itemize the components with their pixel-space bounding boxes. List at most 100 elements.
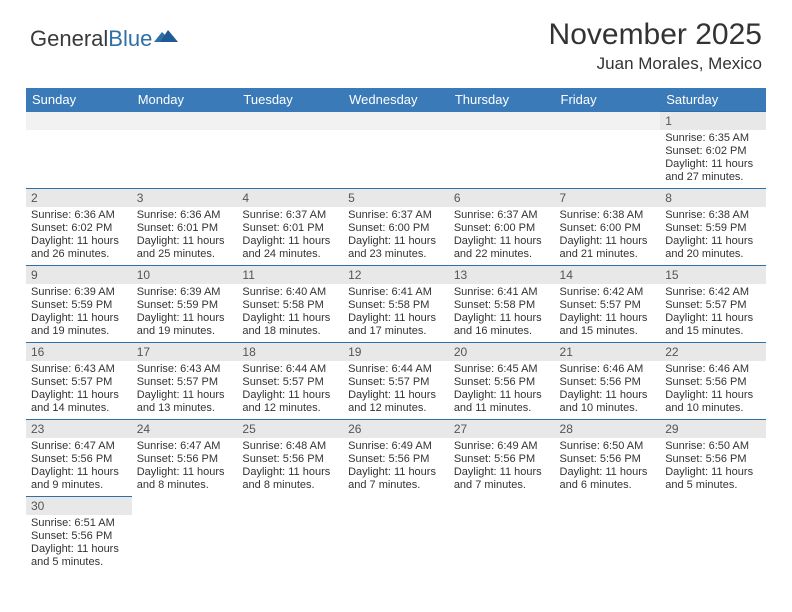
daylight-line: Daylight: 11 hours and 27 minutes.: [665, 158, 753, 183]
calendar-day-cell: 8Sunrise: 6:38 AMSunset: 5:59 PMDaylight…: [660, 189, 766, 266]
calendar-day-cell: 21Sunrise: 6:46 AMSunset: 5:56 PMDayligh…: [555, 343, 661, 420]
sunrise-line: Sunrise: 6:37 AM: [242, 209, 326, 221]
sunset-line: Sunset: 5:56 PM: [454, 376, 535, 388]
calendar-head: SundayMondayTuesdayWednesdayThursdayFrid…: [26, 88, 766, 112]
day-body: Sunrise: 6:40 AMSunset: 5:58 PMDaylight:…: [237, 284, 343, 342]
sunrise-line: Sunrise: 6:51 AM: [31, 517, 115, 529]
day-body: Sunrise: 6:47 AMSunset: 5:56 PMDaylight:…: [132, 438, 238, 496]
empty-day-strip: [343, 112, 449, 130]
sunrise-line: Sunrise: 6:48 AM: [242, 440, 326, 452]
sunrise-line: Sunrise: 6:44 AM: [348, 363, 432, 375]
day-body: Sunrise: 6:48 AMSunset: 5:56 PMDaylight:…: [237, 438, 343, 496]
location-subtitle: Juan Morales, Mexico: [549, 54, 762, 74]
sunrise-line: Sunrise: 6:39 AM: [31, 286, 115, 298]
sunrise-line: Sunrise: 6:41 AM: [454, 286, 538, 298]
sunset-line: Sunset: 5:57 PM: [665, 299, 746, 311]
sunset-line: Sunset: 5:56 PM: [31, 453, 112, 465]
sunset-line: Sunset: 5:56 PM: [31, 530, 112, 542]
calendar-day-cell: 12Sunrise: 6:41 AMSunset: 5:58 PMDayligh…: [343, 266, 449, 343]
day-body: Sunrise: 6:38 AMSunset: 5:59 PMDaylight:…: [660, 207, 766, 265]
sunrise-line: Sunrise: 6:42 AM: [665, 286, 749, 298]
calendar-day-cell: 25Sunrise: 6:48 AMSunset: 5:56 PMDayligh…: [237, 420, 343, 497]
calendar-week-row: 2Sunrise: 6:36 AMSunset: 6:02 PMDaylight…: [26, 189, 766, 266]
calendar-day-cell: 6Sunrise: 6:37 AMSunset: 6:00 PMDaylight…: [449, 189, 555, 266]
day-number: 21: [555, 343, 661, 361]
day-header-row: SundayMondayTuesdayWednesdayThursdayFrid…: [26, 88, 766, 112]
daylight-line: Daylight: 11 hours and 24 minutes.: [242, 235, 330, 260]
logo: GeneralBlue: [30, 26, 178, 52]
sunrise-line: Sunrise: 6:47 AM: [31, 440, 115, 452]
sunrise-line: Sunrise: 6:43 AM: [31, 363, 115, 375]
day-number: 14: [555, 266, 661, 284]
calendar-body: 1Sunrise: 6:35 AMSunset: 6:02 PMDaylight…: [26, 112, 766, 574]
day-header: Monday: [132, 88, 238, 112]
empty-day-strip: [237, 112, 343, 130]
sunset-line: Sunset: 5:57 PM: [137, 376, 218, 388]
sunset-line: Sunset: 6:00 PM: [348, 222, 429, 234]
calendar-empty-cell: [26, 112, 132, 189]
day-body: Sunrise: 6:49 AMSunset: 5:56 PMDaylight:…: [343, 438, 449, 496]
day-body: Sunrise: 6:51 AMSunset: 5:56 PMDaylight:…: [26, 515, 132, 573]
page-header: GeneralBlue November 2025 Juan Morales, …: [0, 0, 792, 80]
day-number: 28: [555, 420, 661, 438]
calendar-day-cell: 29Sunrise: 6:50 AMSunset: 5:56 PMDayligh…: [660, 420, 766, 497]
sunset-line: Sunset: 5:57 PM: [560, 299, 641, 311]
day-body: Sunrise: 6:46 AMSunset: 5:56 PMDaylight:…: [555, 361, 661, 419]
day-number: 9: [26, 266, 132, 284]
daylight-line: Daylight: 11 hours and 15 minutes.: [560, 312, 648, 337]
day-number: 4: [237, 189, 343, 207]
calendar-day-cell: 14Sunrise: 6:42 AMSunset: 5:57 PMDayligh…: [555, 266, 661, 343]
empty-day-strip: [555, 112, 661, 130]
day-body: Sunrise: 6:49 AMSunset: 5:56 PMDaylight:…: [449, 438, 555, 496]
sunset-line: Sunset: 6:02 PM: [31, 222, 112, 234]
calendar-day-cell: 17Sunrise: 6:43 AMSunset: 5:57 PMDayligh…: [132, 343, 238, 420]
calendar-table: SundayMondayTuesdayWednesdayThursdayFrid…: [26, 88, 766, 573]
calendar-empty-cell: [660, 497, 766, 574]
month-title: November 2025: [549, 18, 762, 52]
daylight-line: Daylight: 11 hours and 20 minutes.: [665, 235, 753, 260]
day-body: Sunrise: 6:37 AMSunset: 6:00 PMDaylight:…: [343, 207, 449, 265]
day-number: 17: [132, 343, 238, 361]
sunset-line: Sunset: 5:59 PM: [665, 222, 746, 234]
calendar-day-cell: 13Sunrise: 6:41 AMSunset: 5:58 PMDayligh…: [449, 266, 555, 343]
day-number: 16: [26, 343, 132, 361]
day-body: Sunrise: 6:37 AMSunset: 6:01 PMDaylight:…: [237, 207, 343, 265]
day-header: Wednesday: [343, 88, 449, 112]
calendar-day-cell: 3Sunrise: 6:36 AMSunset: 6:01 PMDaylight…: [132, 189, 238, 266]
calendar-week-row: 1Sunrise: 6:35 AMSunset: 6:02 PMDaylight…: [26, 112, 766, 189]
day-body: Sunrise: 6:43 AMSunset: 5:57 PMDaylight:…: [26, 361, 132, 419]
sunset-line: Sunset: 5:57 PM: [31, 376, 112, 388]
daylight-line: Daylight: 11 hours and 16 minutes.: [454, 312, 542, 337]
calendar-empty-cell: [237, 497, 343, 574]
sunset-line: Sunset: 5:58 PM: [242, 299, 323, 311]
day-body: Sunrise: 6:47 AMSunset: 5:56 PMDaylight:…: [26, 438, 132, 496]
day-number: 27: [449, 420, 555, 438]
sunset-line: Sunset: 6:01 PM: [137, 222, 218, 234]
calendar-day-cell: 4Sunrise: 6:37 AMSunset: 6:01 PMDaylight…: [237, 189, 343, 266]
day-number: 15: [660, 266, 766, 284]
daylight-line: Daylight: 11 hours and 19 minutes.: [31, 312, 119, 337]
calendar-day-cell: 30Sunrise: 6:51 AMSunset: 5:56 PMDayligh…: [26, 497, 132, 574]
empty-day-strip: [26, 112, 132, 130]
day-number: 20: [449, 343, 555, 361]
sunrise-line: Sunrise: 6:36 AM: [137, 209, 221, 221]
calendar-day-cell: 19Sunrise: 6:44 AMSunset: 5:57 PMDayligh…: [343, 343, 449, 420]
sunrise-line: Sunrise: 6:37 AM: [454, 209, 538, 221]
calendar-day-cell: 28Sunrise: 6:50 AMSunset: 5:56 PMDayligh…: [555, 420, 661, 497]
day-number: 30: [26, 497, 132, 515]
daylight-line: Daylight: 11 hours and 23 minutes.: [348, 235, 436, 260]
daylight-line: Daylight: 11 hours and 15 minutes.: [665, 312, 753, 337]
day-body: Sunrise: 6:42 AMSunset: 5:57 PMDaylight:…: [660, 284, 766, 342]
daylight-line: Daylight: 11 hours and 18 minutes.: [242, 312, 330, 337]
day-header: Saturday: [660, 88, 766, 112]
sunset-line: Sunset: 5:58 PM: [454, 299, 535, 311]
calendar-day-cell: 24Sunrise: 6:47 AMSunset: 5:56 PMDayligh…: [132, 420, 238, 497]
sunrise-line: Sunrise: 6:50 AM: [665, 440, 749, 452]
logo-text-blue: Blue: [108, 26, 152, 52]
calendar-day-cell: 10Sunrise: 6:39 AMSunset: 5:59 PMDayligh…: [132, 266, 238, 343]
calendar-day-cell: 18Sunrise: 6:44 AMSunset: 5:57 PMDayligh…: [237, 343, 343, 420]
daylight-line: Daylight: 11 hours and 5 minutes.: [31, 543, 119, 568]
day-number: 26: [343, 420, 449, 438]
calendar-empty-cell: [132, 112, 238, 189]
day-number: 3: [132, 189, 238, 207]
